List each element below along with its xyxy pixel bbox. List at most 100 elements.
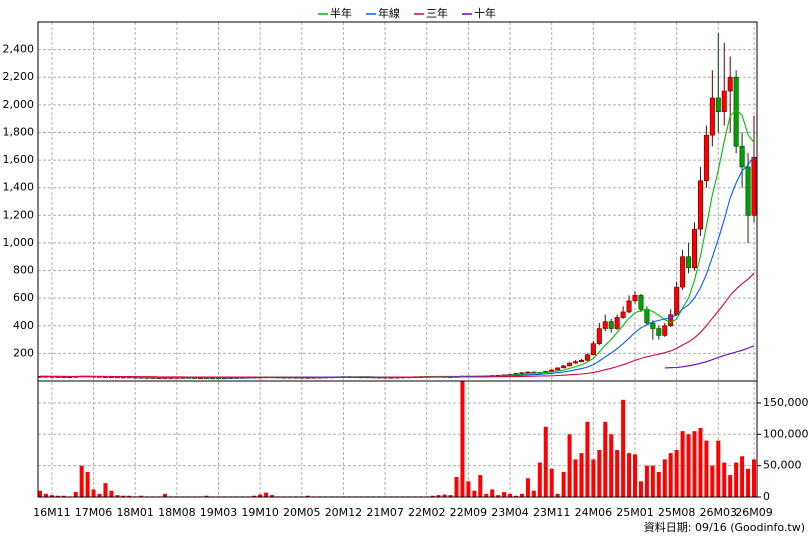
volume-bar [442,494,447,497]
candle-body [638,295,644,310]
volume-bar [454,476,459,497]
volume-bar [55,495,60,497]
volume-bar [448,495,453,497]
volume-bar [549,468,554,497]
y-tick-label: 1,000 [3,236,35,249]
volume-bar [79,465,84,497]
candle-body [644,308,650,324]
volume-bar [638,481,643,497]
candle-body [691,228,697,269]
candle-body [602,321,608,329]
volume-bar [537,462,542,497]
ma-line [40,272,755,378]
x-tick-label: 18M08 [158,506,196,519]
volume-bar [543,426,548,497]
volume-bar [73,491,78,497]
candle-body [590,343,596,356]
volume-bar [127,495,132,497]
volume-bar [704,440,709,497]
volume-bar [478,475,483,497]
volume-bar [627,453,632,497]
volume-bar [728,475,733,497]
candle-body [686,256,692,269]
x-tick-label: 16M11 [33,506,71,519]
candle-body [715,97,721,113]
volume-bar [139,495,144,497]
volume-bar [162,493,167,497]
volume-bar [633,454,637,497]
volume-bar [436,495,441,497]
volume-bar [490,489,495,497]
volume-bar [680,431,685,497]
volume-bar [662,459,667,497]
volume-bar [609,434,614,497]
x-tick-label: 23M11 [533,506,571,519]
x-tick-label: 26M03 [700,506,738,519]
x-tick-label: 25M01 [616,506,654,519]
x-tick-label: 26M09 [735,506,773,519]
x-tick-label: 19M10 [241,506,279,519]
volume-bar [597,449,602,497]
x-tick-label: 22M09 [450,506,488,519]
volume-bar [555,493,560,497]
volume-bar [460,381,465,497]
volume-bar [686,434,691,497]
volume-bar [252,495,257,497]
volume-bar [85,471,90,497]
grid [38,22,757,498]
volume-bar [573,459,578,497]
candle-body [650,322,656,329]
y2-tick-label: 150,000 [763,396,808,409]
x-tick-label: 22M02 [408,506,446,519]
candle-body [578,359,584,362]
volume-bar [674,449,679,497]
candle-body [727,76,733,92]
volume-bar [103,483,108,497]
x-tick-label: 24M06 [575,506,613,519]
volume-bar [466,481,471,497]
x-tick-label: 18M01 [116,506,154,519]
candle-body [709,97,715,136]
candle-body [632,295,638,302]
volume-bar [305,495,310,497]
volume-bar [49,495,54,497]
candle-body [703,134,709,182]
candle-body [596,328,602,345]
volume-bar [270,495,275,497]
y2-tick-label: 100,000 [763,427,808,440]
candle-body [614,317,620,329]
volume-bar [496,495,501,497]
candle-body [620,311,626,318]
volume-bar [508,493,513,497]
volume-bar [264,492,269,497]
volume-bar [97,493,102,497]
candle-body [680,256,686,288]
volume-bar [668,453,673,497]
volume-bar [43,493,48,497]
volume-bar [615,449,620,497]
candle-body [745,166,751,216]
y-tick-label: 400 [13,319,34,332]
candle-body [525,371,531,374]
legend-label: 年線 [378,6,400,20]
volume-bar [603,421,608,497]
volume-bar [585,421,590,497]
y-tick-label: 2,000 [3,98,35,111]
volume-bar [38,490,42,497]
candle-body [519,372,525,375]
y-tick-label: 1,800 [3,125,35,138]
marks [37,33,757,497]
labels: 200 400 600 800 1,000 1,200 1,400 1,600 1,800 2,0… [3,6,808,519]
y-tick-label: 1,400 [3,181,35,194]
volume-bar [91,489,96,497]
volume-bar [484,493,489,497]
candle-body [751,157,757,216]
x-tick-label: 17M06 [75,506,113,519]
ma-line [664,345,755,369]
candle-body [572,361,578,364]
x-tick-label: 25M08 [658,506,696,519]
x-tick-label: 21M07 [366,506,404,519]
volume-bar [115,495,120,497]
volume-bar [746,468,751,497]
